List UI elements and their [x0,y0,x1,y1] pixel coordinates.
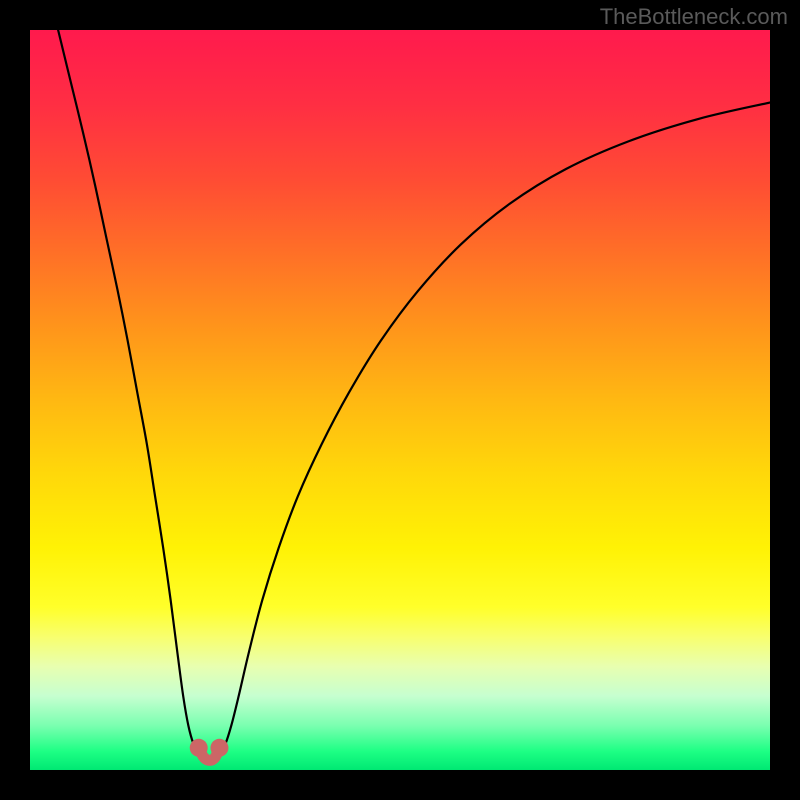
chart-svg [30,30,770,770]
marker-point-1 [210,739,228,757]
gradient-background [30,30,770,770]
watermark-text: TheBottleneck.com [600,4,788,30]
chart-container: TheBottleneck.com [0,0,800,800]
marker-point-0 [190,739,208,757]
plot-area [30,30,770,770]
